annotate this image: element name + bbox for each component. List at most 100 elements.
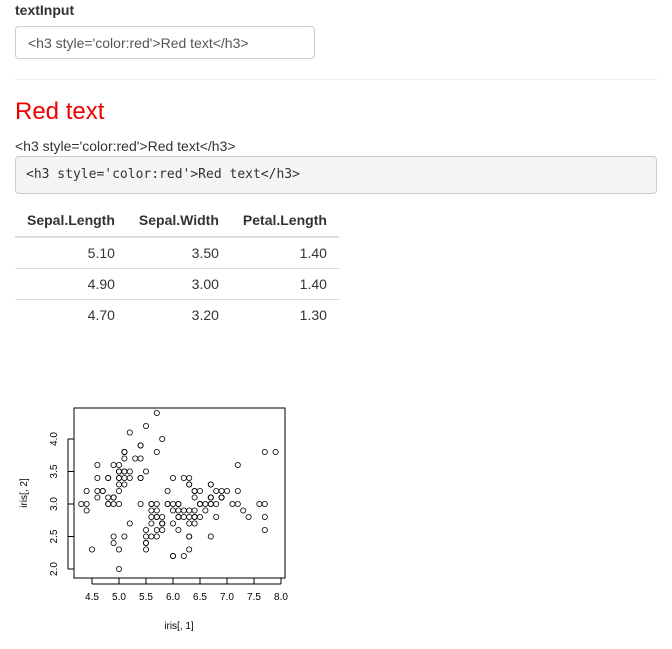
data-point (261, 526, 268, 533)
data-point (110, 501, 117, 508)
verbatim-text-output: <h3 style='color:red'>Red text</h3> (15, 156, 657, 194)
data-point (245, 514, 252, 521)
data-point (142, 533, 149, 540)
data-point (202, 501, 209, 508)
data-point (191, 494, 198, 501)
data-point (110, 494, 117, 501)
y-tick-label: 2.0 (49, 562, 60, 576)
data-point (137, 455, 144, 462)
data-point (142, 468, 149, 475)
data-point (83, 501, 90, 508)
y-tick-label: 3.0 (49, 497, 60, 511)
data-point (191, 488, 198, 495)
data-point (94, 475, 101, 482)
data-point (218, 488, 225, 495)
data-point (180, 552, 187, 559)
data-point (186, 520, 193, 527)
data-point (169, 501, 176, 508)
data-point (116, 546, 123, 553)
data-point (148, 507, 155, 514)
data-point (94, 488, 101, 495)
data-point (153, 501, 160, 508)
data-point (142, 422, 149, 429)
data-point (159, 436, 166, 443)
data-point (89, 546, 96, 553)
data-point (116, 501, 123, 508)
data-point (116, 488, 123, 495)
data-point (169, 520, 176, 527)
table-row: 5.10 3.50 1.40 (15, 236, 339, 269)
x-tick-label: 5.5 (139, 592, 153, 603)
data-point (121, 455, 128, 462)
data-point (153, 514, 160, 521)
data-point (169, 475, 176, 482)
data-point (137, 501, 144, 508)
data-point (207, 494, 214, 501)
data-point (159, 526, 166, 533)
data-point (159, 520, 166, 527)
table-header-row: Sepal.Length Sepal.Width Petal.Length (15, 203, 339, 238)
data-point (78, 501, 85, 508)
data-point (116, 468, 123, 475)
data-point (116, 481, 123, 488)
data-point (116, 475, 123, 482)
data-point (121, 475, 128, 482)
data-point (105, 501, 112, 508)
data-point (116, 565, 123, 572)
data-point (207, 481, 214, 488)
x-tick-label: 7.0 (220, 592, 234, 603)
data-point (261, 514, 268, 521)
y-tick-label: 4.0 (49, 432, 60, 446)
data-point (121, 481, 128, 488)
data-point (207, 533, 214, 540)
data-point (110, 462, 117, 469)
x-tick-label: 8.0 (274, 592, 288, 603)
data-point (137, 475, 144, 482)
data-point (169, 507, 176, 514)
data-point (175, 507, 182, 514)
column-header: Sepal.Width (126, 203, 231, 238)
data-point (148, 520, 155, 527)
data-point (223, 488, 230, 495)
data-point (213, 514, 220, 521)
data-point (186, 475, 193, 482)
column-header: Petal.Length (230, 203, 339, 238)
table-row: 4.70 3.20 1.30 (15, 299, 339, 330)
data-point (272, 449, 279, 456)
data-point (116, 462, 123, 469)
data-point (132, 455, 139, 462)
data-point (218, 494, 225, 501)
y-axis: 2.0 2.5 3.0 3.5 4.0 (49, 432, 74, 576)
table-cell: 4.90 (15, 268, 127, 300)
text-output: <h3 style='color:red'>Red text</h3> (15, 138, 236, 154)
data-point (175, 514, 182, 521)
data-point (191, 520, 198, 527)
rendered-html-heading: Red text (15, 98, 105, 125)
data-point (159, 514, 166, 521)
x-axis-label: iris[, 1] (164, 621, 194, 632)
data-point (169, 552, 176, 559)
data-point (153, 526, 160, 533)
data-point (213, 501, 220, 508)
data-point (196, 501, 203, 508)
data-point (261, 501, 268, 508)
data-point (186, 533, 193, 540)
data-point (153, 409, 160, 416)
data-points (78, 409, 279, 572)
data-point (213, 488, 220, 495)
text-input[interactable] (15, 26, 315, 59)
data-point (105, 494, 112, 501)
table-cell: 5.10 (15, 236, 127, 269)
y-tick-label: 3.5 (49, 464, 60, 478)
data-point (175, 501, 182, 508)
data-point (164, 501, 171, 508)
data-point (234, 488, 241, 495)
table-row: 4.90 3.00 1.40 (15, 268, 339, 300)
text-input-label: textInput (15, 2, 75, 18)
data-point (196, 514, 203, 521)
data-point (164, 488, 171, 495)
data-point (180, 514, 187, 521)
data-point (180, 507, 187, 514)
data-point (148, 501, 155, 508)
data-point (83, 507, 90, 514)
